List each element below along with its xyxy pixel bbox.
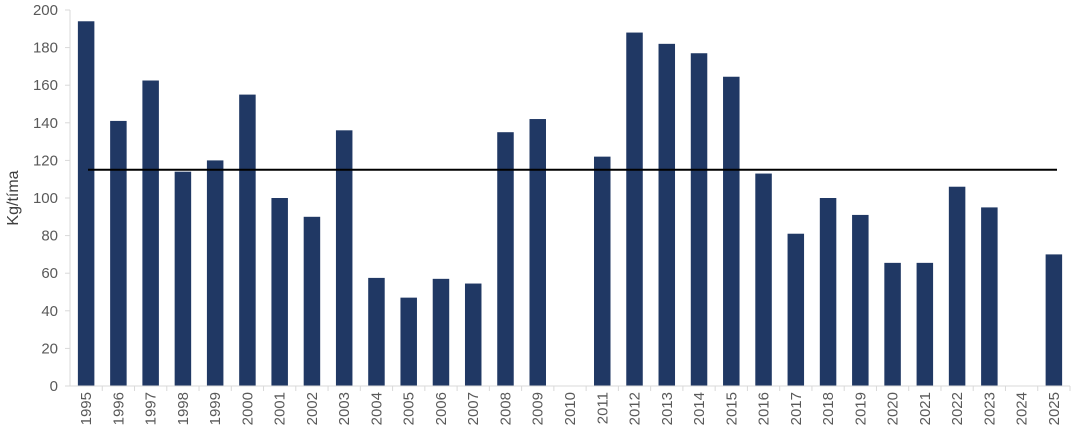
x-tick-label: 2022 [949, 392, 966, 425]
x-tick-label: 2003 [336, 392, 353, 425]
x-tick-label: 2002 [304, 392, 321, 425]
bar-1995 [77, 21, 95, 387]
y-tick-label: 20 [41, 340, 58, 357]
y-tick-label: 0 [50, 378, 58, 395]
x-tick-label: 1998 [175, 392, 192, 425]
bar-2009 [529, 119, 546, 386]
x-tick-label: 2008 [497, 392, 514, 425]
x-tick-label: 2016 [756, 392, 773, 425]
y-tick-label: 80 [41, 228, 58, 245]
x-tick-label: 2010 [562, 392, 579, 425]
x-tick-label: 2001 [272, 392, 289, 425]
bar-2007 [464, 283, 482, 386]
y-tick-label: 100 [33, 190, 58, 207]
x-tick-label: 2005 [401, 392, 418, 425]
x-tick-label: 2024 [1014, 392, 1031, 425]
x-tick-label: 2020 [885, 392, 902, 425]
bar-2018 [819, 198, 837, 386]
x-tick-label: 1995 [78, 392, 95, 425]
bar-2008 [497, 132, 514, 386]
x-tick-label: 2007 [465, 392, 482, 425]
y-tick-label: 40 [41, 303, 58, 320]
x-tick-label: 1999 [207, 392, 224, 425]
bar-2022 [948, 186, 966, 386]
x-tick-label: 2021 [917, 392, 934, 425]
x-tick-label: 2011 [594, 392, 611, 424]
x-tick-label: 1996 [110, 392, 127, 425]
y-tick-label: 160 [33, 77, 58, 94]
bar-2003 [335, 130, 353, 386]
y-axis-title: Kg/tíma [5, 170, 22, 225]
x-tick-label: 2014 [691, 392, 708, 425]
bar-2012 [626, 32, 643, 387]
bar-2016 [755, 173, 772, 386]
x-tick-label: 1997 [143, 392, 160, 425]
bar-2013 [658, 43, 676, 387]
bar-2025 [1045, 254, 1063, 386]
bar-2020 [884, 262, 901, 386]
x-tick-label: 2013 [659, 392, 676, 425]
x-tick-label: 2018 [820, 392, 837, 425]
bar-2001 [271, 198, 288, 386]
x-tick-label: 2004 [368, 392, 385, 425]
bar-2000 [239, 94, 256, 386]
x-tick-label: 2025 [1046, 392, 1063, 425]
bar-2014 [690, 53, 708, 387]
x-tick-label: 2017 [788, 392, 805, 425]
bar-1999 [206, 160, 224, 386]
bar-1997 [142, 80, 159, 386]
y-tick-label: 140 [33, 115, 58, 132]
bar-1998 [174, 171, 192, 386]
y-tick-label: 200 [33, 2, 58, 19]
bar-1996 [110, 120, 127, 387]
y-tick-label: 60 [41, 265, 58, 282]
x-tick-label: 2012 [627, 392, 644, 425]
bar-2004 [368, 277, 385, 386]
x-tick-label: 2015 [723, 392, 740, 425]
x-tick-label: 2006 [433, 392, 450, 425]
y-tick-label: 180 [33, 40, 58, 57]
bar-2015 [723, 76, 740, 387]
y-tick-label: 120 [33, 152, 58, 169]
x-tick-label: 2000 [239, 392, 256, 425]
x-tick-label: 2009 [530, 392, 547, 425]
bar-2011 [594, 156, 611, 386]
bar-2017 [787, 233, 805, 386]
x-tick-label: 2019 [852, 392, 869, 425]
x-tick-label: 2023 [981, 392, 998, 425]
bar-2002 [303, 216, 321, 386]
bar-2023 [981, 207, 998, 386]
y-axis-ticks: 0 20 40 60 80 100 120 140 160 180 200 [33, 2, 70, 395]
bar-2005 [400, 297, 417, 386]
bars [77, 21, 1063, 387]
bar-2006 [432, 278, 450, 386]
x-axis-ticks: 1995 1996 1997 1998 1999 2000 2001 2002 2003 2004… [78, 386, 1071, 425]
bar-2019 [852, 214, 869, 386]
bar-2021 [916, 262, 934, 386]
